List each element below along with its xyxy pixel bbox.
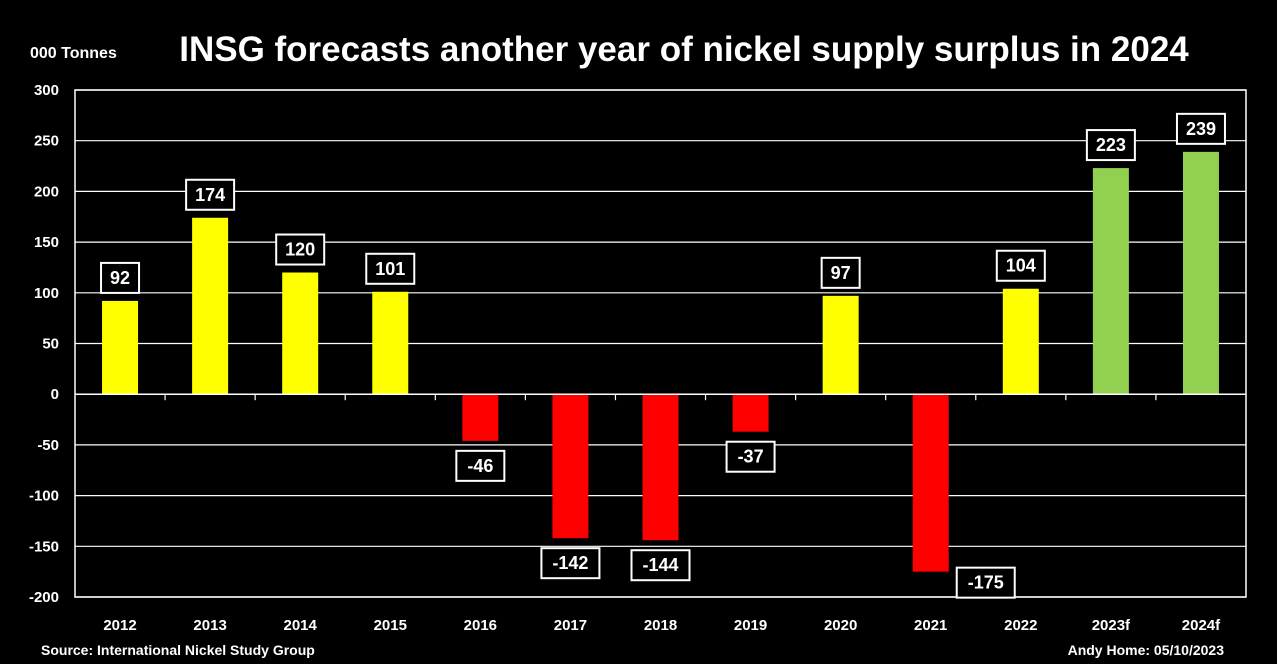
data-label-box [1175, 112, 1226, 145]
data-label-box [185, 178, 236, 211]
bar-2020 [822, 295, 859, 395]
y-tick-label: 100 [34, 285, 59, 302]
source-note: Source: International Nickel Study Group [41, 642, 315, 658]
x-tick-label: 2018 [644, 617, 677, 634]
bar-2016 [462, 394, 499, 441]
data-label-text: 104 [1006, 256, 1036, 276]
data-label-box [100, 261, 141, 294]
data-label-text: -142 [552, 553, 588, 573]
data-label-text: 239 [1186, 119, 1216, 139]
bar-2017 [552, 394, 589, 539]
y-tick-label: 0 [51, 386, 59, 403]
data-label-text: -144 [642, 555, 678, 575]
bar-2021 [912, 394, 949, 572]
x-tick-label: 2021 [914, 617, 947, 634]
data-label-text: 92 [110, 268, 130, 288]
data-label-text: 97 [831, 263, 851, 283]
data-label-2023f: 223 [1085, 129, 1136, 162]
data-label-2017: -142 [540, 547, 601, 580]
x-tick-label: 2022 [1004, 617, 1037, 634]
data-label-2015: 101 [365, 252, 416, 285]
x-tick-label: 2019 [734, 617, 767, 634]
x-tick-label: 2013 [193, 617, 226, 634]
bar-2013 [192, 217, 229, 395]
data-label-box [725, 440, 776, 473]
axes [75, 393, 1246, 401]
data-label-box [630, 549, 691, 582]
x-tick-label: 2012 [103, 617, 136, 634]
bar-2019 [732, 394, 769, 432]
x-tick-label: 2016 [464, 617, 497, 634]
data-label-2016: -46 [455, 449, 506, 482]
x-tick-label: 2020 [824, 617, 857, 634]
y-tick-label: -200 [29, 589, 59, 606]
data-label-box [455, 449, 506, 482]
data-label-box [995, 249, 1046, 282]
x-tick-label: 2023f [1092, 617, 1131, 634]
data-label-2018: -144 [630, 549, 691, 582]
data-label-box [275, 233, 326, 266]
bar-2018 [642, 394, 679, 541]
data-label-2022: 104 [995, 249, 1046, 282]
bar-2015 [372, 291, 409, 395]
data-label-text: 120 [285, 240, 315, 260]
bar-2012 [102, 300, 139, 395]
y-tick-label: 300 [34, 82, 59, 99]
y-tick-label: -150 [29, 538, 59, 555]
x-tick-label: 2024f [1182, 617, 1221, 634]
data-label-2021: -175 [955, 566, 1016, 599]
data-label-text: -46 [467, 456, 493, 476]
bars [102, 151, 1219, 572]
author-credit: Andy Home: 05/10/2023 [1067, 642, 1224, 658]
data-label-text: 101 [375, 259, 405, 279]
x-tick-label: 2017 [554, 617, 587, 634]
data-label-box [955, 566, 1016, 599]
x-tick-label: 2015 [374, 617, 407, 634]
data-label-2013: 174 [185, 178, 236, 211]
data-label-2024f: 239 [1175, 112, 1226, 145]
data-label-box [540, 547, 601, 580]
x-tick-label: 2014 [284, 617, 318, 634]
data-label-text: 223 [1096, 135, 1126, 155]
data-label-2012: 92 [100, 261, 141, 294]
data-label-2014: 120 [275, 233, 326, 266]
data-label-2020: 97 [820, 256, 861, 289]
bar-2014 [282, 272, 319, 395]
chart-title: INSG forecasts another year of nickel su… [179, 30, 1189, 69]
y-tick-label: 250 [34, 133, 59, 150]
data-label-2019: -37 [725, 440, 776, 473]
tick-labels: -200 -150 -100 -50 0 50 100 150 200 250 300 2012 201… [29, 82, 1221, 634]
bar-2022 [1002, 288, 1039, 395]
y-tick-label: 200 [34, 183, 59, 200]
y-axis-unit-label: 000 Tonnes [30, 45, 117, 62]
data-labels: 92 174 120 101 -46 -142 -144 -37 97 -175 104 223 239 [100, 112, 1226, 599]
y-tick-label: -100 [29, 488, 59, 505]
y-tick-label: 150 [34, 234, 59, 251]
y-tick-label: 50 [42, 336, 59, 353]
data-label-box [820, 256, 861, 289]
bar-2023f [1092, 168, 1129, 395]
data-label-box [1085, 129, 1136, 162]
data-label-box [365, 252, 416, 285]
bar-2024f [1182, 151, 1219, 395]
data-label-text: -175 [968, 573, 1004, 593]
data-label-text: -37 [738, 447, 764, 467]
data-label-text: 174 [195, 185, 225, 205]
y-tick-label: -50 [37, 437, 59, 454]
